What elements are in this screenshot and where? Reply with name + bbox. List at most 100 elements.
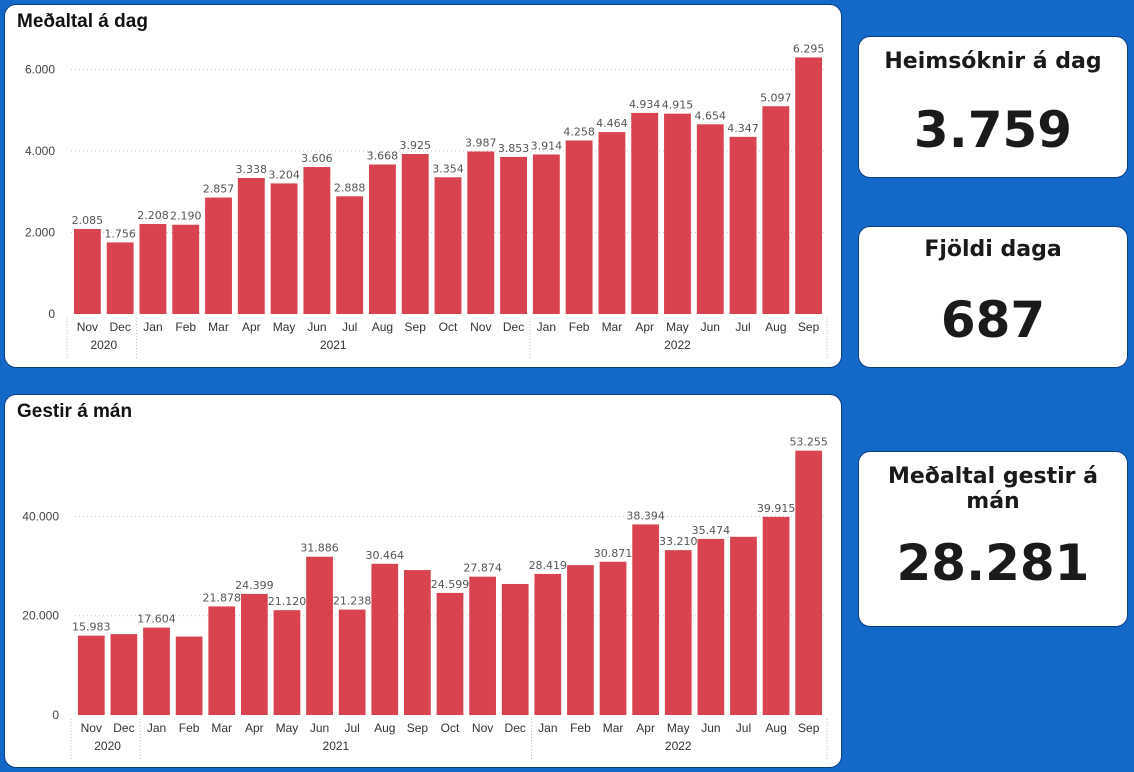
data-label: 5.097 — [760, 91, 792, 104]
bar — [762, 106, 790, 314]
bar — [143, 627, 170, 715]
data-label: 4.258 — [563, 125, 595, 138]
bar — [368, 164, 396, 314]
data-label: 3.606 — [301, 152, 333, 165]
y-tick-label: 0 — [48, 307, 55, 321]
bar — [697, 538, 725, 715]
x-tick-label: Aug — [372, 320, 393, 334]
bar — [208, 606, 236, 715]
x-tick-label: Jul — [342, 320, 357, 334]
x-tick-label: Nov — [77, 320, 98, 334]
bar — [729, 136, 757, 314]
bar — [795, 450, 823, 715]
year-label: 2020 — [94, 739, 121, 753]
x-tick-label: Aug — [765, 320, 786, 334]
year-label: 2020 — [90, 338, 117, 352]
data-label: 15.983 — [72, 621, 111, 634]
year-label: 2022 — [664, 338, 691, 352]
data-label: 33.210 — [659, 535, 698, 548]
x-tick-label: Aug — [765, 721, 786, 735]
data-label: 3.204 — [268, 168, 300, 181]
x-tick-label: Dec — [110, 320, 131, 334]
x-tick-label: Apr — [635, 320, 654, 334]
data-label: 31.886 — [300, 542, 339, 555]
x-tick-label: Jan — [143, 320, 162, 334]
bar — [696, 124, 724, 314]
bar — [469, 576, 496, 715]
data-label: 2.888 — [334, 181, 366, 194]
bar — [205, 197, 232, 314]
x-tick-label: Mar — [602, 320, 623, 334]
kpi-value: 28.281 — [896, 534, 1090, 592]
x-tick-label: May — [667, 721, 690, 735]
x-tick-label: Jan — [538, 721, 557, 735]
x-tick-label: Nov — [81, 721, 102, 735]
bar — [730, 536, 757, 715]
bar — [599, 561, 627, 715]
data-label: 3.925 — [399, 139, 431, 152]
bar — [106, 242, 134, 314]
x-tick-label: Dec — [505, 721, 526, 735]
x-tick-label: Jun — [701, 320, 720, 334]
bar — [172, 224, 200, 314]
bar — [73, 229, 101, 314]
year-label: 2021 — [320, 338, 347, 352]
bar — [338, 609, 366, 715]
chart-panel-daily-average: Meðaltal á dag 0 2.000 4.000 6.000 2.085 Nov 1… — [4, 4, 842, 368]
kpi-value: 687 — [940, 291, 1046, 349]
bar — [598, 132, 626, 314]
y-tick-label: 20.000 — [22, 609, 59, 623]
x-tick-label: Mar — [211, 721, 232, 735]
data-label: 3.354 — [432, 162, 464, 175]
x-tick-label: Jul — [736, 721, 751, 735]
bar — [567, 565, 594, 715]
x-tick-label: Jan — [147, 721, 166, 735]
x-tick-label: Mar — [208, 320, 229, 334]
data-label: 53.255 — [789, 436, 828, 449]
x-tick-label: Aug — [374, 721, 395, 735]
bar — [632, 524, 660, 715]
x-tick-label: Jul — [735, 320, 750, 334]
data-label: 2.190 — [170, 210, 202, 223]
data-label: 28.419 — [529, 559, 568, 572]
data-label: 38.394 — [626, 509, 665, 522]
x-tick-label: Nov — [470, 320, 491, 334]
x-tick-label: Dec — [503, 320, 524, 334]
year-label: 2022 — [665, 739, 692, 753]
chart-panel-monthly-visitors: Gestir á mán 0 20.000 40.000 15.983 Nov Dec 17… — [4, 394, 842, 768]
bar — [404, 570, 431, 715]
bar — [237, 177, 265, 314]
x-tick-label: May — [276, 721, 299, 735]
data-label: 4.934 — [629, 98, 661, 111]
data-label: 3.338 — [236, 163, 268, 176]
x-tick-label: Apr — [636, 721, 655, 735]
data-label: 30.871 — [594, 547, 633, 560]
x-tick-label: Feb — [175, 320, 196, 334]
y-tick-label: 0 — [52, 708, 59, 722]
year-label: 2021 — [323, 739, 350, 753]
data-label: 21.238 — [333, 595, 372, 608]
data-label: 1.756 — [104, 227, 136, 240]
bar — [795, 57, 823, 314]
bar — [664, 113, 691, 314]
x-tick-label: Nov — [472, 721, 493, 735]
kpi-label: Heimsóknir á dag — [884, 49, 1102, 74]
x-tick-label: Jun — [307, 320, 326, 334]
bar — [500, 156, 528, 314]
data-label: 3.914 — [531, 139, 563, 152]
data-label: 3.668 — [367, 150, 399, 163]
x-tick-label: Jun — [310, 721, 329, 735]
data-label: 21.878 — [202, 591, 241, 604]
bar — [534, 573, 562, 715]
bar — [306, 556, 333, 715]
kpi-value: 3.759 — [913, 101, 1073, 159]
data-label: 6.295 — [793, 42, 825, 55]
kpi-label: Meðaltal gestir á mán — [887, 464, 1099, 514]
data-label: 35.474 — [692, 524, 731, 537]
y-tick-label: 4.000 — [25, 144, 55, 158]
x-tick-label: Sep — [407, 721, 429, 735]
x-tick-label: Sep — [405, 320, 427, 334]
x-tick-label: Feb — [179, 721, 200, 735]
x-tick-label: Dec — [113, 721, 134, 735]
bar — [110, 634, 138, 715]
